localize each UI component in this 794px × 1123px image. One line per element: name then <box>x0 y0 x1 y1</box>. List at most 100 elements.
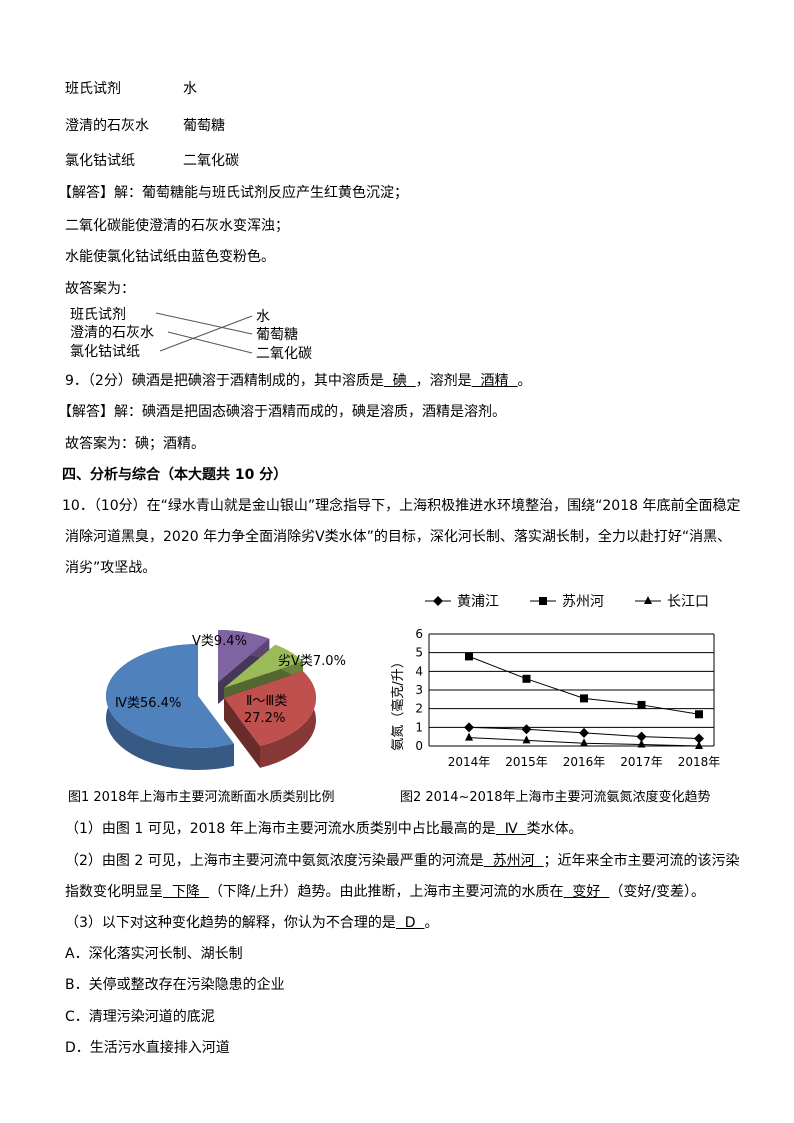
y-tick-label: 2 <box>415 702 423 716</box>
p2-blank-trend: 下降 <box>163 884 209 900</box>
match-left-3: 氯化钴试纸 <box>65 153 135 169</box>
q9-answer: 【解答】解：碘酒是把固态碘溶于酒精而成的，碘是溶质，酒精是溶剂。 <box>58 404 506 420</box>
legend-label: 苏州河 <box>562 594 604 610</box>
p1-blank: Ⅳ <box>495 821 527 837</box>
triangle-marker <box>522 735 531 744</box>
x-tick-label: 2016年 <box>563 755 606 769</box>
diamond-marker <box>521 724 532 735</box>
label-ii-iii: Ⅱ～Ⅲ类 <box>246 694 287 709</box>
q9-final: 故答案为：碘；酒精。 <box>65 436 205 452</box>
p2-post: ；近年来全市主要河流的该污染 <box>543 853 740 869</box>
match-left-2: 澄清的石灰水 <box>65 118 149 134</box>
square-marker <box>465 652 473 661</box>
label-iv: Ⅳ类56.4% <box>115 696 181 711</box>
p1-post: 类水体。 <box>526 821 583 837</box>
pie-edge <box>260 671 317 768</box>
triangle-marker <box>695 741 703 749</box>
p2b-text: 指数变化明显呈 <box>65 884 163 900</box>
diagram-left-1: 班氏试剂 <box>70 307 126 323</box>
pie-caption: 图1 2018年上海市主要河流断面水质类别比例 <box>68 789 335 805</box>
label-ii-iii-pct: 27.2% <box>244 711 285 726</box>
pie-slice-0 <box>218 630 270 682</box>
y-tick-label: 3 <box>415 683 423 697</box>
q9-text: 9．（2分）碘酒是把碘溶于酒精制成的，其中溶质是 <box>65 373 384 389</box>
q9-text-mid: ，溶剂是 <box>415 373 472 389</box>
q10-part-3: （3）以下对这种变化趋势的解释，你认为不合理的是 D 。 <box>65 914 439 932</box>
y-tick-label: 5 <box>415 646 423 660</box>
p3-post: 。 <box>424 915 439 931</box>
option-a: A．深化落实河长制、湖长制 <box>65 946 243 962</box>
option-c: C．清理污染河道的底泥 <box>65 1009 215 1025</box>
square-marker <box>522 674 531 683</box>
triangle-marker <box>644 596 652 604</box>
x-tick-label: 2015年 <box>505 755 548 769</box>
diagram-right-2: 葡萄糖 <box>256 327 298 343</box>
diamond-marker <box>464 722 474 733</box>
diagram-right-3: 二氧化碳 <box>256 346 312 362</box>
match-right-2: 葡萄糖 <box>183 118 225 134</box>
q9-question: 9．（2分）碘酒是把碘溶于酒精制成的，其中溶质是 碘 ，溶剂是 酒精 。 <box>65 372 531 390</box>
diamond-marker <box>694 733 704 744</box>
y-tick-label: 6 <box>415 627 423 641</box>
pie-chart: Ⅴ类9.4% 劣Ⅴ类7.0% Ⅱ～Ⅲ类 27.2% Ⅳ类56.4% 图1 201… <box>68 630 346 805</box>
q10-line-2: 消除河道黑臭，2020 年力争全面消除劣Ⅴ类水体”的目标，深化河长制、落实湖长制… <box>65 529 732 545</box>
pie-slice-1 <box>224 644 303 688</box>
diagram-left-3: 氯化钴试纸 <box>70 344 140 360</box>
p3-blank: D <box>395 915 425 931</box>
square-marker <box>637 700 646 709</box>
y-tick-label: 0 <box>415 739 423 753</box>
link-line-2 <box>167 331 253 354</box>
p2b-mid: （下降/上升）趋势。由此推断，上海市主要河流的水质在 <box>208 884 564 900</box>
square-marker <box>580 694 588 703</box>
y-tick-label: 4 <box>415 664 423 678</box>
p3-text: （3）以下对这种变化趋势的解释，你认为不合理的是 <box>65 915 396 931</box>
match-diagram: 班氏试剂 澄清的石灰水 氯化钴试纸 水 葡萄糖 二氧化碳 <box>70 307 312 362</box>
p2-text: （2）由图 2 可见，上海市主要河流中氨氮浓度污染最严重的河流是 <box>65 853 484 869</box>
q9-blank-solvent: 酒精 <box>471 373 518 389</box>
square-marker <box>539 597 547 605</box>
y-axis-label: 氨氮（毫克/升） <box>390 655 406 750</box>
q9-suffix: 。 <box>517 373 532 389</box>
diamond-marker <box>636 731 647 742</box>
q10-part-2a: （2）由图 2 可见，上海市主要河流中氨氮浓度污染最严重的河流是 苏州河 ；近年… <box>65 852 740 870</box>
triangle-marker <box>465 732 473 741</box>
q8-answer-line-2: 二氧化碳能使澄清的石灰水变浑浊； <box>65 218 289 234</box>
q8-answer-line-4: 故答案为： <box>65 281 135 297</box>
line-chart: 黄浦江 苏州河 长江口 0 1 2 3 4 5 6 2014年 2015年 2016年 2017年 201… <box>390 593 721 805</box>
triangle-marker <box>580 738 588 747</box>
legend-label: 黄浦江 <box>457 593 499 610</box>
label-v: Ⅴ类9.4% <box>192 634 247 649</box>
diamond-marker <box>579 727 589 738</box>
label-inferior-v: 劣Ⅴ类7.0% <box>278 654 346 669</box>
line-caption: 图2 2014~2018年上海市主要河流氨氮浓度变化趋势 <box>400 789 710 805</box>
square-marker <box>695 710 703 719</box>
diagram-right-1: 水 <box>256 309 270 325</box>
match-left-1: 班氏试剂 <box>65 81 121 97</box>
diamond-marker <box>433 596 443 606</box>
q10-part-2b: 指数变化明显呈 下降 （下降/上升）趋势。由此推断，上海市主要河流的水质在 变好… <box>65 883 705 901</box>
p1-text: （1）由图 1 可见，2018 年上海市主要河流水质类别中占比最高的是 <box>65 821 496 837</box>
p2b-post: （变好/变差）。 <box>609 884 706 900</box>
link-line-1 <box>155 312 253 335</box>
q10-part-1: （1）由图 1 可见，2018 年上海市主要河流水质类别中占比最高的是 Ⅳ 类水… <box>65 820 583 838</box>
pie-side <box>224 698 261 768</box>
pie-slice-2 <box>224 671 316 746</box>
series-line-苏州河 <box>468 655 700 715</box>
triangle-marker <box>637 739 646 748</box>
q10-line-1: 10．（10分）在“绿水青山就是金山银山”理念指导下，上海积极推进水环境整治，围… <box>62 498 741 514</box>
x-tick-label: 2018年 <box>678 755 721 769</box>
option-b: B．关停或整改存在污染隐患的企业 <box>65 977 285 993</box>
x-tick-label: 2017年 <box>620 755 663 769</box>
p2-blank-river: 苏州河 <box>483 853 544 869</box>
x-tick-label: 2014年 <box>448 755 491 769</box>
section-4-title: 四、分析与综合（本大题共 10 分） <box>62 467 288 483</box>
match-right-3: 二氧化碳 <box>183 153 239 169</box>
match-right-1: 水 <box>183 81 197 97</box>
option-d: D．生活污水直接排入河道 <box>65 1040 230 1056</box>
p2-blank-quality: 变好 <box>563 884 610 900</box>
legend-label: 长江口 <box>667 594 709 610</box>
q9-blank-solute: 碘 <box>383 373 416 389</box>
y-tick-label: 1 <box>415 720 423 734</box>
diagram-left-2: 澄清的石灰水 <box>70 325 154 341</box>
